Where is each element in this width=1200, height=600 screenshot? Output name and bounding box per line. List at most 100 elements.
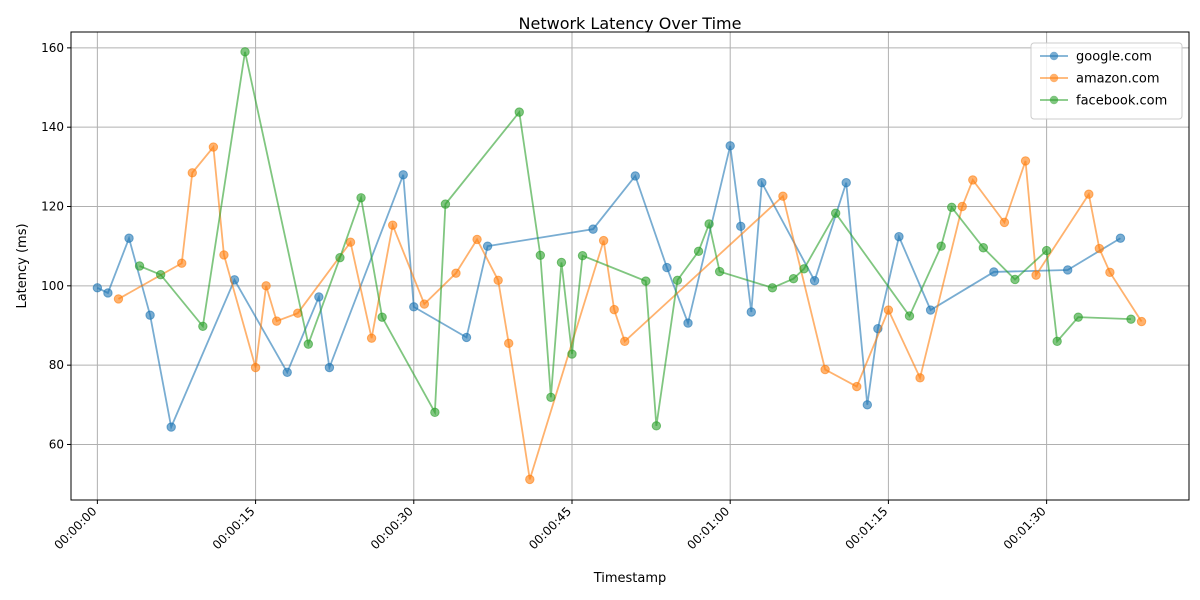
plot-frame [70,31,1190,501]
data-point [809,275,820,286]
data-point [778,191,788,201]
data-point [577,250,588,261]
data-point [567,349,577,359]
legend-swatch-marker [1049,95,1059,105]
data-point [177,258,187,268]
data-point [525,474,535,485]
data-point [345,237,356,247]
data-point [725,141,735,151]
data-point [556,257,567,268]
data-point [282,367,292,377]
data-point [1073,312,1083,322]
data-point [968,175,978,185]
chart-title: Network Latency Over Time [519,14,742,33]
y-tick-label: 160 [41,41,64,55]
data-point [620,336,630,347]
data-point [1031,270,1041,280]
data-point [250,362,261,373]
data-point [187,168,197,178]
legend-swatch-marker [1049,51,1059,61]
data-point [103,288,113,298]
data-point [113,294,124,304]
legend-item: amazon.com [1040,72,1160,87]
data-point [630,171,640,181]
series-google.com [92,141,1126,432]
data-point [757,178,767,188]
data-point [335,252,345,263]
data-point [440,199,451,209]
y-axis: 60 80 100 120 140 160 [41,41,71,451]
data-point [651,421,662,431]
data-point [387,220,398,230]
y-tick-label: 100 [41,279,64,293]
data-point [1136,316,1147,327]
data-point [409,302,419,312]
data-point [198,321,208,331]
data-point [904,311,915,321]
data-point [936,241,946,251]
y-tick-label: 140 [41,120,64,134]
data-point [546,392,556,402]
data-point [598,235,609,246]
data-point [124,233,134,243]
data-point [1020,156,1031,166]
legend-item: facebook.com [1040,94,1167,109]
data-point [461,332,472,343]
series-facebook.com [134,47,1136,431]
data-point [303,339,314,349]
y-tick-label: 80 [49,358,64,372]
data-point [1010,274,1020,285]
data-point [946,202,957,213]
data-point [324,362,335,373]
data-point [609,304,619,315]
data-point [504,338,514,349]
data-point [314,292,324,302]
data-point [472,234,482,245]
x-axis-label: Timestamp [593,571,667,586]
data-point [693,246,704,257]
data-point [208,142,219,152]
data-point [482,241,493,251]
series-layer [92,47,1147,485]
data-point [957,201,967,212]
data-point [767,283,778,293]
data-point [830,208,841,218]
data-point [841,178,851,188]
data-point [377,312,387,322]
data-point [799,264,809,274]
data-point [588,224,598,234]
data-point [535,250,546,260]
series-line [96,145,1121,431]
series-amazon.com [113,142,1147,485]
data-point [883,305,894,315]
y-axis-label: Latency (ms) [15,223,30,308]
data-point [746,307,756,317]
data-point [240,47,250,57]
legend-item: google.com [1040,50,1152,65]
data-point [662,262,672,273]
data-point [134,261,145,271]
data-point [978,243,989,253]
data-point [999,217,1010,228]
data-point [166,422,176,432]
data-point [145,310,155,320]
legend-swatch-marker [1049,73,1059,83]
data-point [704,219,714,229]
data-point [915,373,925,383]
data-point [92,283,103,293]
y-tick-label: 120 [41,200,64,214]
data-point [366,333,377,343]
data-point [820,364,830,375]
data-point [155,270,166,280]
legend-label: google.com [1076,50,1152,65]
data-point [398,170,408,180]
data-point [925,305,936,315]
data-point [514,107,524,117]
data-point [1041,245,1052,256]
data-point [1084,189,1094,199]
legend: google.com amazon.com facebook.com [1030,42,1183,120]
data-point [1126,314,1136,324]
data-point [493,275,503,285]
